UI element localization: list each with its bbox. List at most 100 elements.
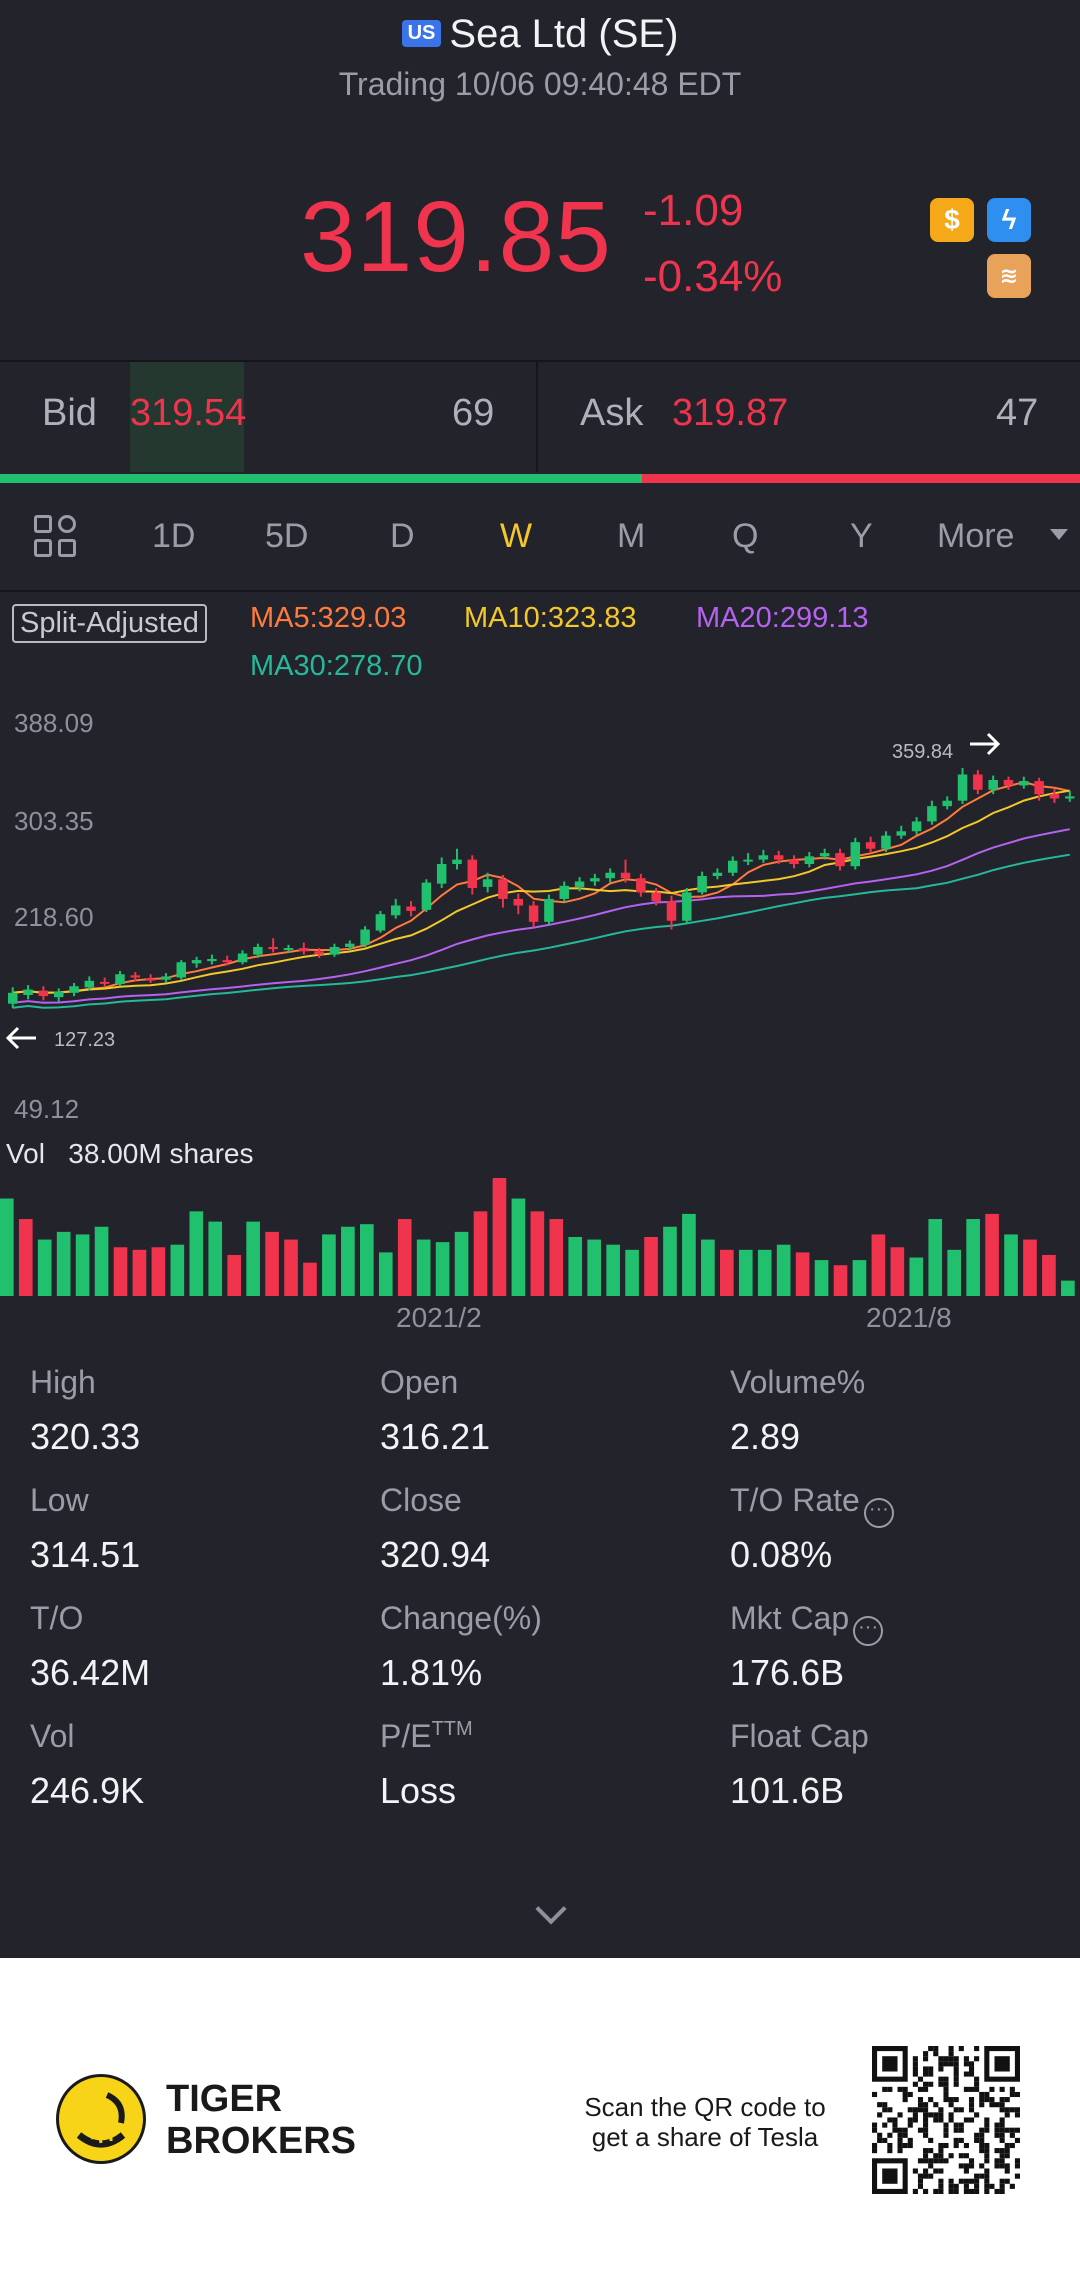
- volume-bar: [151, 1247, 166, 1296]
- candle: [467, 855, 478, 895]
- candle: [482, 872, 493, 893]
- stat-pe-label: P/ETTM: [380, 1718, 473, 1754]
- volume-bar: [890, 1247, 905, 1296]
- tab-m[interactable]: M: [617, 517, 646, 555]
- volume-bar: [227, 1254, 242, 1296]
- stat-low-label: Low: [30, 1482, 89, 1518]
- quote-block: 319.85 -1.09 -0.34% $ ϟ ≋: [0, 180, 1080, 320]
- volume-bar: [454, 1231, 469, 1296]
- volume-bar: [246, 1221, 260, 1296]
- bid-quantity: 69: [452, 392, 495, 434]
- flash-icon[interactable]: ϟ: [987, 198, 1031, 242]
- candle: [345, 940, 355, 951]
- candle: [176, 960, 187, 980]
- candle: [743, 853, 753, 866]
- chevron-down-icon[interactable]: [535, 1893, 567, 1925]
- candle: [268, 938, 278, 953]
- bid-ask-panel[interactable]: Bid 319.54 69 Ask 319.87 47: [0, 362, 1080, 472]
- volume-bar: [606, 1244, 620, 1296]
- candle: [390, 898, 401, 919]
- candle: [498, 874, 508, 908]
- chevron-down-icon[interactable]: [1050, 529, 1068, 540]
- volume-bar: [56, 1231, 71, 1296]
- candlestick-chart[interactable]: 359.84 127.23: [0, 700, 1080, 1100]
- volume-bar: [814, 1260, 829, 1296]
- candle: [559, 881, 569, 903]
- candle: [53, 988, 64, 1002]
- stat-high-label: High: [30, 1364, 96, 1400]
- stat-close-value: 320.94: [380, 1534, 491, 1575]
- volume-bar: [341, 1226, 355, 1296]
- volume-bar: [985, 1213, 999, 1296]
- tab-5d[interactable]: 5D: [265, 517, 309, 555]
- volume-bar: [644, 1237, 658, 1296]
- candle: [237, 950, 248, 965]
- tab-more[interactable]: More: [937, 517, 1015, 555]
- candle: [773, 850, 784, 864]
- volume-bar: [303, 1262, 317, 1296]
- ma5-legend: MA5:329.03: [250, 602, 407, 634]
- ma20-legend: MA20:299.13: [696, 602, 869, 634]
- brand-name: TIGER BROKERS: [166, 2078, 357, 2162]
- market-badge: US: [401, 20, 442, 47]
- candle: [712, 868, 723, 880]
- stock-title[interactable]: Sea Ltd (SE): [449, 12, 679, 56]
- candle: [988, 775, 998, 795]
- high-marker: 359.84: [892, 732, 1001, 763]
- volume-bar: [1023, 1239, 1037, 1296]
- volume-value: 38.00M shares: [68, 1138, 254, 1169]
- volume-bar: [966, 1219, 980, 1296]
- tab-w[interactable]: W: [500, 517, 533, 555]
- volume-bar: [378, 1252, 393, 1296]
- ma5-line: [12, 781, 1071, 994]
- stat-volume-pct-label: Volume%: [730, 1364, 866, 1400]
- volume-bar: [265, 1231, 279, 1296]
- low-marker: 127.23: [5, 1026, 115, 1051]
- candle: [8, 987, 18, 1009]
- y-tick-label: 49.12: [14, 1094, 80, 1124]
- candle: [528, 901, 539, 928]
- grid-icon[interactable]: [34, 515, 78, 559]
- stat-float-cap-label: Float Cap: [730, 1718, 869, 1754]
- ma30-legend: MA30:278.70: [250, 650, 423, 682]
- volume-chart[interactable]: [0, 1170, 1080, 1300]
- stat-change-value: 1.81%: [380, 1652, 483, 1693]
- volume-bar: [132, 1249, 147, 1296]
- volume-bar: [871, 1234, 886, 1296]
- bid-ask-separator: [536, 362, 538, 472]
- split-adjusted-toggle[interactable]: Split-Adjusted: [12, 604, 207, 643]
- volume-bar: [738, 1249, 753, 1296]
- tab-1d[interactable]: 1D: [152, 517, 196, 555]
- layers-icon[interactable]: ≋: [987, 254, 1031, 298]
- ask-quantity: 47: [996, 392, 1039, 434]
- candle: [682, 888, 692, 925]
- stat-volume-pct-value: 2.89: [730, 1416, 801, 1457]
- volume-bar: [170, 1244, 185, 1296]
- candle: [1065, 790, 1075, 802]
- more-info-icon[interactable]: ···: [863, 1498, 894, 1528]
- volume-bar: [189, 1211, 204, 1296]
- dollar-icon[interactable]: $: [930, 198, 974, 242]
- volume-bar: [682, 1213, 696, 1296]
- volume-bar: [94, 1226, 109, 1296]
- volume-bar: [492, 1178, 507, 1296]
- volume-bar: [909, 1257, 924, 1296]
- tab-q[interactable]: Q: [732, 517, 759, 555]
- candle: [666, 895, 677, 930]
- more-info-icon[interactable]: ···: [853, 1616, 884, 1646]
- candle: [375, 910, 386, 933]
- tab-y[interactable]: Y: [850, 517, 873, 555]
- volume-bar: [0, 1198, 14, 1296]
- volume-bar: [416, 1239, 431, 1296]
- stat-to-rate-value: 0.08%: [730, 1534, 833, 1575]
- volume-bar: [1004, 1234, 1018, 1296]
- ma30-line: [12, 853, 1070, 1009]
- ask-price: 319.87: [672, 392, 789, 434]
- volume-bar: [75, 1234, 90, 1296]
- price-change-percent: -0.34%: [643, 252, 783, 301]
- share-footer: TIGER BROKERS Scan the QR code to get a …: [0, 1958, 1080, 2282]
- x-tick-label: 2021/8: [866, 1302, 952, 1333]
- candle: [115, 970, 125, 987]
- tab-d[interactable]: D: [390, 517, 415, 555]
- stock-header: US Sea Ltd (SE) Trading 10/06 09:40:48 ED…: [0, 0, 1080, 110]
